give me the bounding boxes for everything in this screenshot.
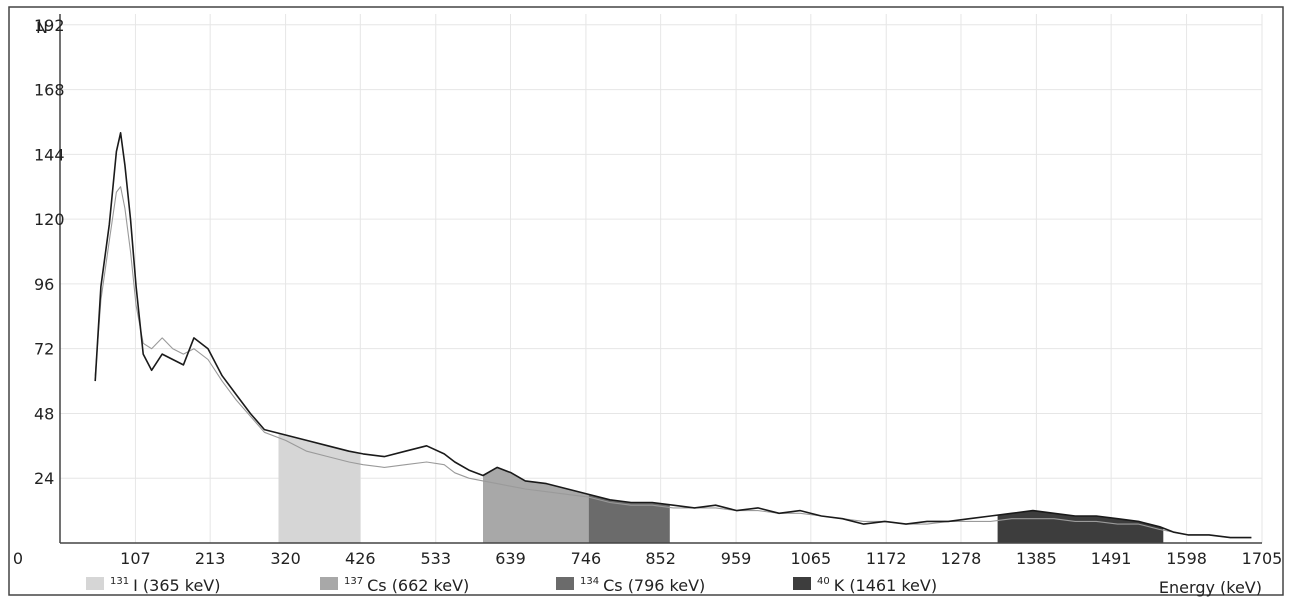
x-tick-label: 1278 [941, 549, 982, 568]
legend-swatch [86, 577, 104, 590]
region-area [588, 494, 670, 543]
y-tick-label: 144 [34, 145, 65, 164]
x-tick-labels: 0 107 213 320 426 533 639 746 852 959 1065 1172 1278… [13, 549, 1282, 568]
legend-label: 137 Cs (662 keV) [344, 576, 469, 595]
region-area [278, 433, 361, 543]
x-tick-label: 533 [420, 549, 451, 568]
legend-label: 131 I (365 keV) [110, 576, 221, 595]
y-tick-label: 48 [34, 404, 54, 423]
x-tick-label: 426 [345, 549, 376, 568]
x-tick-label: 959 [721, 549, 752, 568]
y-tick-labels: 24 48 72 96 120 144 168 192 [34, 16, 65, 488]
legend-swatch [556, 577, 574, 590]
x-tick-label: 1385 [1016, 549, 1057, 568]
x-tick-label: 1705 [1242, 549, 1283, 568]
legend: 131 I (365 keV) 137 Cs (662 keV) 134 Cs (796 … [86, 576, 937, 595]
legend-label: 134 Cs (796 keV) [580, 576, 705, 595]
x-tick-label: 107 [120, 549, 151, 568]
x-tick-label: 1172 [866, 549, 907, 568]
legend-swatch [793, 577, 811, 590]
grid [60, 14, 1263, 543]
legend-label: 40 K (1461 keV) [817, 576, 937, 595]
x-tick-label: 320 [270, 549, 301, 568]
y-tick-label: 72 [34, 340, 54, 359]
y-tick-label: 168 [34, 81, 65, 100]
x-tick-label: 1598 [1166, 549, 1207, 568]
legend-swatch [320, 577, 338, 590]
series-lines [94, 132, 1252, 539]
x-tick-label: 0 [13, 549, 23, 568]
plot-frame [8, 6, 1284, 596]
series-line [94, 186, 1252, 539]
y-tick-label: 192 [34, 16, 65, 35]
y-tick-label: 120 [34, 210, 65, 229]
x-tick-label: 852 [645, 549, 676, 568]
series-line [94, 132, 1252, 539]
x-tick-label: 213 [195, 549, 226, 568]
x-tick-label: 746 [571, 549, 602, 568]
y-tick-label: 96 [34, 275, 54, 294]
x-tick-label: 1491 [1091, 549, 1132, 568]
x-tick-label: 639 [495, 549, 526, 568]
y-axis-label: N [36, 18, 48, 37]
x-tick-label: 1065 [790, 549, 831, 568]
x-axis-label: Energy (keV) [1159, 578, 1262, 597]
y-tick-label: 24 [34, 469, 54, 488]
